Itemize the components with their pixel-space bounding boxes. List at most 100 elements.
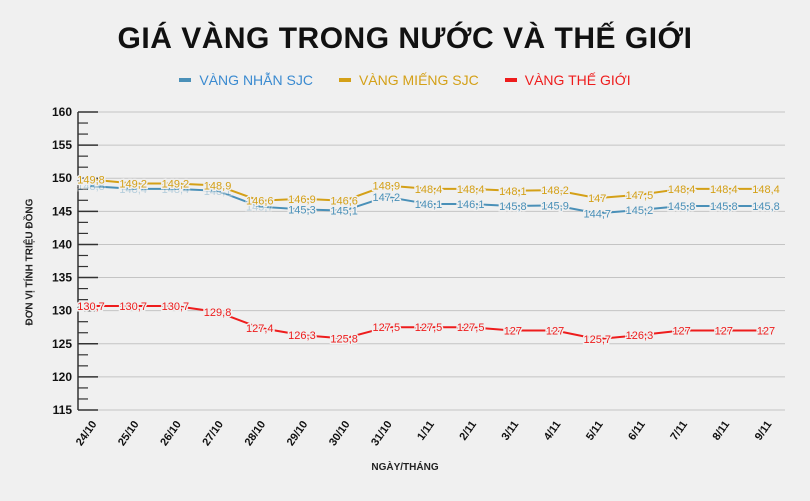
data-point bbox=[427, 203, 430, 206]
data-label: 145,2 bbox=[626, 205, 654, 217]
data-point bbox=[174, 187, 177, 190]
x-tick-label: 31/10 bbox=[369, 419, 395, 448]
x-tick-label: 8/11 bbox=[711, 419, 733, 443]
data-point bbox=[90, 178, 92, 181]
data-point bbox=[258, 205, 261, 208]
data-point bbox=[638, 209, 641, 212]
data-point bbox=[596, 197, 599, 200]
data-label: 147 bbox=[588, 193, 606, 205]
legend-label: VÀNG MIẾNG SJC bbox=[358, 72, 479, 88]
data-label: 127 bbox=[546, 326, 564, 338]
y-tick-label: 135 bbox=[52, 271, 72, 285]
x-tick-label: 3/11 bbox=[500, 419, 522, 443]
data-point bbox=[511, 205, 514, 208]
data-label: 127,4 bbox=[246, 323, 274, 335]
data-point bbox=[174, 305, 177, 308]
data-label: 145,8 bbox=[499, 201, 527, 213]
data-point bbox=[300, 197, 303, 200]
legend-swatch bbox=[338, 78, 351, 82]
data-point bbox=[554, 329, 557, 332]
data-point bbox=[258, 326, 261, 329]
legend: VÀNG NHẪN SJC VÀNG MIẾNG SJC VÀNG THẾ GI… bbox=[0, 72, 810, 88]
data-label: 130,7 bbox=[77, 301, 105, 313]
x-axis-label: NGÀY/THÁNG bbox=[371, 462, 439, 473]
legend-item: VÀNG NHẪN SJC bbox=[179, 72, 313, 88]
data-point bbox=[427, 326, 430, 329]
data-point bbox=[765, 329, 767, 332]
data-point bbox=[427, 187, 430, 190]
data-point bbox=[680, 187, 683, 190]
data-point bbox=[216, 310, 219, 313]
data-label: 149,2 bbox=[119, 179, 147, 191]
legend-item: VÀNG MIẾNG SJC bbox=[338, 72, 479, 88]
data-point bbox=[469, 187, 472, 190]
data-label: 148,4 bbox=[162, 184, 190, 196]
x-tick-label: 1/11 bbox=[415, 419, 437, 443]
x-tick-label: 28/10 bbox=[243, 419, 269, 448]
data-label: 125,7 bbox=[583, 334, 611, 346]
data-label: 127,5 bbox=[415, 322, 443, 334]
data-label: 146,1 bbox=[415, 199, 443, 211]
x-tick-label: 27/10 bbox=[200, 419, 226, 448]
data-label: 127 bbox=[504, 326, 522, 338]
data-point bbox=[132, 305, 135, 308]
data-point bbox=[469, 326, 472, 329]
x-tick-label: 29/10 bbox=[285, 419, 311, 448]
data-point bbox=[216, 189, 219, 192]
data-point bbox=[596, 338, 599, 341]
data-label: 148,4 bbox=[668, 184, 696, 196]
data-label: 130,7 bbox=[162, 301, 190, 313]
data-label: 146,1 bbox=[457, 199, 485, 211]
data-point bbox=[722, 187, 725, 190]
data-point bbox=[765, 187, 767, 190]
data-point bbox=[596, 212, 599, 215]
data-label: 145,8 bbox=[710, 201, 738, 213]
data-label: 148,4 bbox=[457, 184, 485, 196]
x-tick-label: 9/11 bbox=[753, 419, 775, 443]
data-label: 144,7 bbox=[583, 208, 611, 220]
data-point bbox=[90, 185, 92, 188]
data-label: 148,9 bbox=[204, 181, 232, 193]
data-point bbox=[638, 193, 641, 196]
data-label: 129,8 bbox=[204, 307, 232, 319]
data-point bbox=[385, 326, 388, 329]
data-label: 148,2 bbox=[541, 185, 569, 197]
data-label: 127 bbox=[757, 326, 775, 338]
data-point bbox=[174, 182, 177, 185]
data-label: 125,8 bbox=[330, 333, 358, 345]
data-label: 146,6 bbox=[246, 196, 274, 208]
data-point bbox=[216, 184, 219, 187]
data-point bbox=[511, 189, 514, 192]
data-label: 146,6 bbox=[330, 196, 358, 208]
y-tick-label: 150 bbox=[52, 171, 72, 185]
data-point bbox=[300, 208, 303, 211]
legend-swatch bbox=[179, 78, 192, 82]
y-tick-label: 125 bbox=[52, 337, 72, 351]
data-label: 147,5 bbox=[626, 190, 654, 202]
x-tick-label: 25/10 bbox=[116, 419, 142, 448]
data-point bbox=[765, 205, 767, 208]
data-point bbox=[343, 199, 346, 202]
data-point bbox=[385, 184, 388, 187]
data-label: 145,8 bbox=[752, 201, 780, 213]
data-label: 148,4 bbox=[415, 184, 443, 196]
x-tick-label: 6/11 bbox=[626, 419, 648, 443]
data-label: 148,1 bbox=[499, 186, 527, 198]
y-tick-label: 130 bbox=[52, 304, 72, 318]
data-label: 126,3 bbox=[288, 330, 316, 342]
legend-label: VÀNG THẾ GIỚI bbox=[524, 72, 631, 88]
y-tick-label: 155 bbox=[52, 138, 72, 152]
data-point bbox=[554, 204, 557, 207]
legend-label: VÀNG NHẪN SJC bbox=[199, 72, 313, 88]
data-point bbox=[722, 205, 725, 208]
y-axis-label: ĐƠN VỊ TÍNH TRIỆU ĐỒNG bbox=[24, 198, 36, 326]
data-label: 149,8 bbox=[77, 175, 105, 187]
chart-title: GIÁ VÀNG TRONG NƯỚC VÀ THẾ GIỚI bbox=[117, 22, 693, 55]
data-label: 148,9 bbox=[373, 181, 401, 193]
y-tick-label: 120 bbox=[52, 370, 72, 384]
data-label: 145,9 bbox=[541, 200, 569, 212]
x-tick-label: 26/10 bbox=[158, 419, 184, 448]
data-point bbox=[638, 334, 641, 337]
x-tick-label: 4/11 bbox=[542, 419, 564, 443]
